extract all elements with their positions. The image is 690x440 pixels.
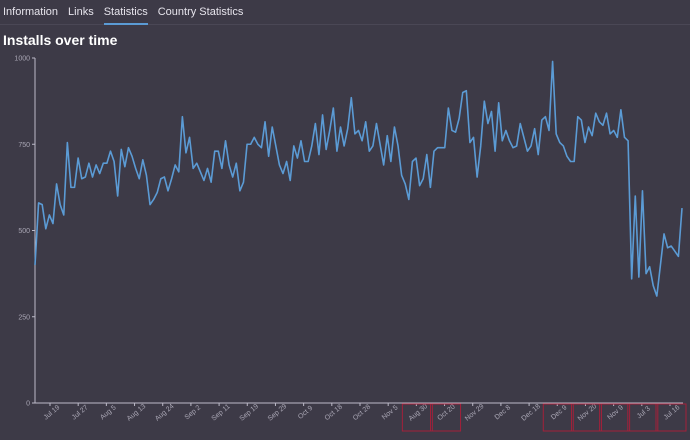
x-tick-label: Aug 24 (154, 403, 176, 423)
y-tick-label: 750 (18, 142, 30, 149)
x-tick-label: Aug 5 (99, 404, 118, 421)
x-tick-label: Nov 20 (577, 403, 599, 423)
x-tick-label: Oct 18 (324, 403, 344, 422)
x-tick-label: Sep 19 (239, 403, 261, 423)
series-line-installs (34, 60, 683, 297)
highlight-box (430, 403, 462, 432)
chart-title: Installs over time (3, 32, 118, 48)
x-tick-label: Sep 11 (211, 403, 232, 422)
highlight-box (627, 403, 659, 432)
x-tick-label: Nov 5 (381, 404, 400, 421)
tab-statistics[interactable]: Statistics (103, 0, 148, 25)
x-tick-label: Dec 8 (494, 404, 513, 421)
y-tick-label: 500 (18, 228, 30, 235)
tab-bar: Information Links Statistics Country Sta… (0, 0, 690, 25)
highlight-box (599, 403, 631, 432)
x-tick-label: Nov 29 (464, 403, 486, 423)
y-tick-label: 1000 (14, 56, 30, 63)
x-tick-label: Jul 16 (663, 404, 682, 421)
x-tick-label: Sep 2 (184, 404, 203, 421)
highlight-box (542, 403, 574, 432)
highlight-box (401, 403, 433, 432)
y-tick-label: 0 (26, 401, 30, 408)
x-tick-label: Dec 9 (550, 404, 569, 421)
x-tick-label: Nov 9 (606, 404, 625, 421)
x-tick-label: Jul 27 (71, 404, 90, 421)
x-tick-label: Jul 3 (636, 405, 652, 420)
x-tick-label: Oct 28 (352, 403, 372, 422)
x-tick-label: Aug 13 (126, 403, 148, 423)
tab-country-statistics[interactable]: Country Statistics (157, 6, 244, 18)
tab-information[interactable]: Information (3, 6, 59, 18)
highlight-box (655, 403, 687, 432)
x-tick-label: Jul 19 (43, 404, 62, 421)
x-tick-label: Oct 9 (297, 405, 314, 421)
x-tick-label: Sep 29 (267, 403, 289, 423)
x-tick-label: Oct 20 (436, 403, 456, 422)
highlight-box (570, 403, 602, 432)
x-tick-label: Dec 18 (520, 403, 542, 423)
tab-links[interactable]: Links (68, 6, 94, 18)
y-tick-label: 250 (18, 314, 30, 321)
x-tick-label: Aug 30 (408, 403, 430, 423)
